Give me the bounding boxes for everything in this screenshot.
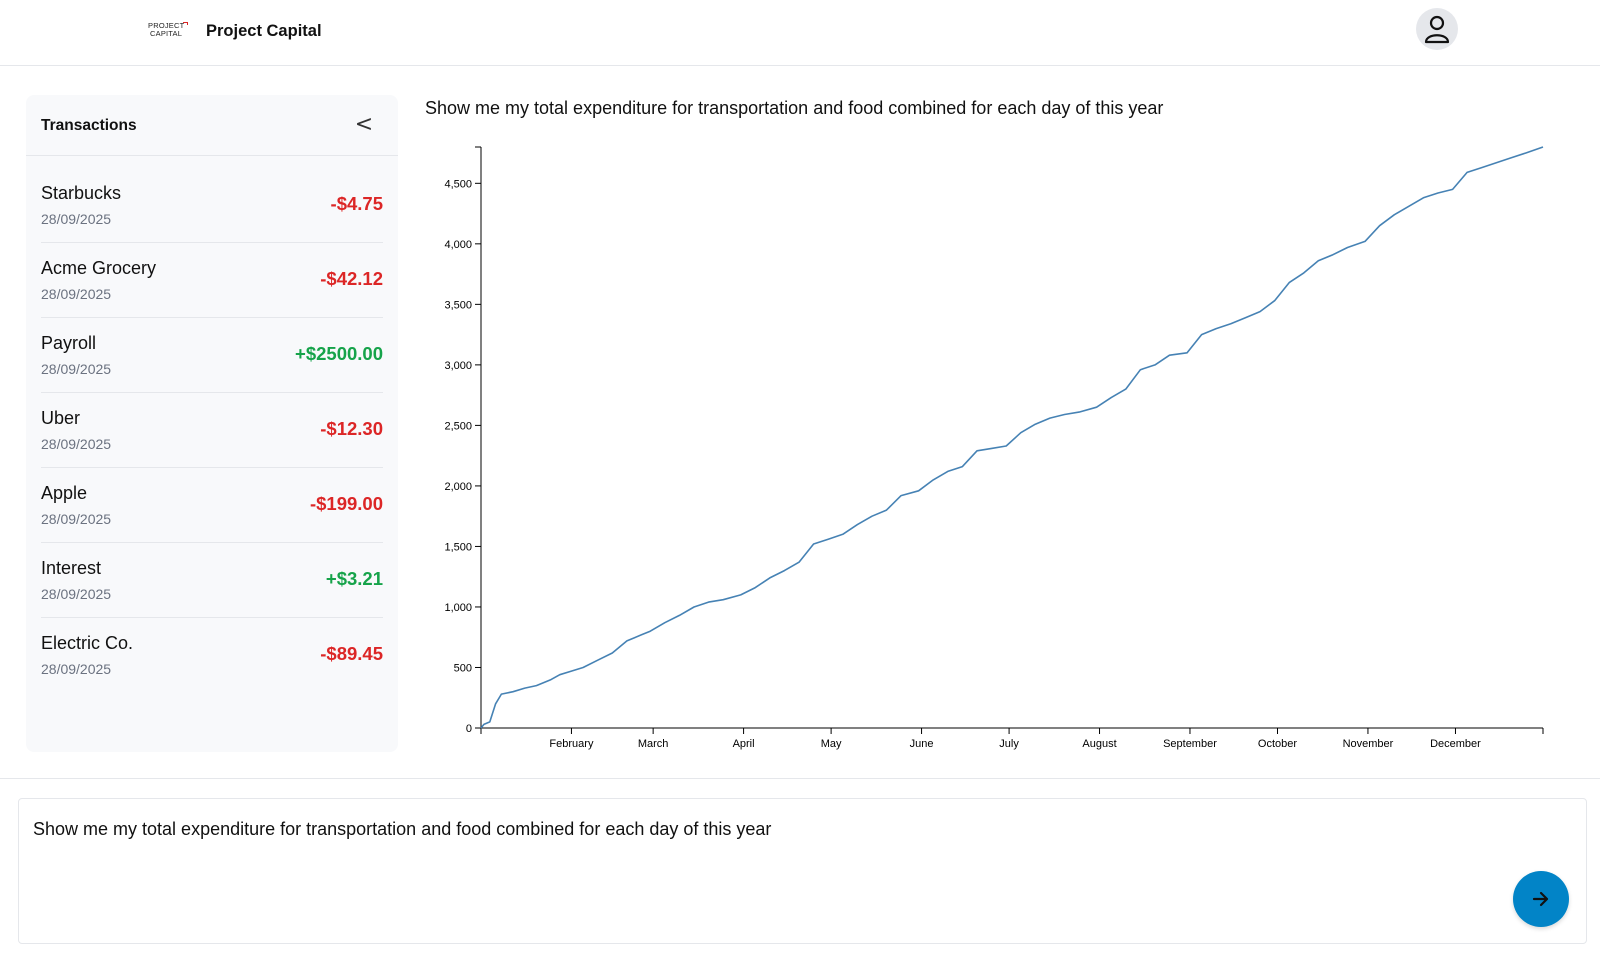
x-tick-label: September — [1163, 738, 1217, 750]
transaction-amount: +$2500.00 — [295, 343, 383, 364]
app-header: PROJECT CAPITAL Project Capital — [0, 0, 1600, 66]
y-tick-label: 4,000 — [444, 239, 472, 251]
x-tick-label: April — [733, 738, 755, 750]
transaction-name: Electric Co. — [41, 633, 134, 653]
x-tick-label: October — [1258, 738, 1297, 750]
transaction-name: Acme Grocery — [41, 258, 157, 278]
transaction-date: 28/09/2025 — [41, 286, 112, 302]
transaction-item[interactable]: Apple 28/09/2025 -$199.00 — [41, 468, 383, 543]
transaction-item[interactable]: Payroll 28/09/2025 +$2500.00 — [41, 318, 383, 393]
transaction-item[interactable]: Acme Grocery 28/09/2025 -$42.12 — [41, 243, 383, 318]
transaction-amount: -$199.00 — [309, 493, 383, 514]
transactions-title: Transactions — [41, 117, 137, 134]
transaction-date: 28/09/2025 — [41, 511, 112, 527]
chart-title: Show me my total expenditure for transpo… — [425, 98, 1164, 118]
x-tick-label: July — [999, 738, 1019, 750]
logo-text-line1: PROJECT — [148, 21, 185, 30]
transaction-date: 28/09/2025 — [41, 361, 112, 377]
transactions-list: Starbucks 28/09/2025 -$4.75 Acme Grocery 28/… — [41, 168, 383, 693]
y-tick-label: 2,000 — [444, 481, 472, 493]
y-tick-label: 3,500 — [444, 299, 472, 311]
transaction-amount: -$4.75 — [330, 193, 383, 214]
y-tick-label: 1,500 — [444, 541, 472, 553]
x-tick-label: August — [1082, 738, 1116, 750]
y-tick-label: 0 — [466, 723, 472, 735]
x-tick-label: May — [821, 738, 842, 750]
collapse-panel-button[interactable]: < — [354, 112, 374, 137]
y-tick-label: 2,500 — [444, 420, 472, 432]
transaction-date: 28/09/2025 — [41, 436, 112, 452]
transaction-name: Payroll — [41, 333, 97, 353]
transaction-item[interactable]: Interest 28/09/2025 +$3.21 — [41, 543, 383, 618]
x-tick-label: February — [549, 738, 594, 750]
send-button[interactable] — [1513, 871, 1569, 927]
app-logo: PROJECT CAPITAL — [148, 22, 190, 42]
transaction-name: Starbucks — [41, 183, 122, 203]
y-tick-label: 4,500 — [444, 178, 472, 190]
transaction-date: 28/09/2025 — [41, 586, 112, 602]
y-tick-label: 500 — [454, 662, 472, 674]
transaction-name: Apple — [41, 483, 88, 503]
x-tick-label: November — [1343, 738, 1394, 750]
user-avatar-button[interactable] — [1416, 8, 1458, 50]
transactions-header: Transactions < — [26, 95, 398, 156]
transaction-item[interactable]: Uber 28/09/2025 -$12.30 — [41, 393, 383, 468]
arrow-right-icon — [1532, 891, 1549, 907]
divider — [0, 778, 1600, 779]
transaction-amount: -$89.45 — [320, 643, 383, 664]
transaction-name: Interest — [41, 558, 102, 578]
transaction-date: 28/09/2025 — [41, 211, 112, 227]
transaction-item[interactable]: Electric Co. 28/09/2025 -$89.45 — [41, 618, 383, 693]
transactions-panel: Transactions < Starbucks 28/09/2025 -$4.75… — [26, 95, 398, 752]
transaction-amount: -$42.12 — [320, 268, 383, 289]
user-icon — [1424, 15, 1450, 44]
transaction-amount: -$12.30 — [320, 418, 383, 439]
logo-mark-icon — [183, 22, 188, 25]
logo-text-line2: CAPITAL — [150, 29, 183, 38]
x-tick-label: March — [638, 738, 669, 750]
prompt-box — [18, 798, 1587, 944]
transaction-item[interactable]: Starbucks 28/09/2025 -$4.75 — [41, 168, 383, 243]
y-tick-label: 3,000 — [444, 360, 472, 372]
x-tick-label: June — [910, 738, 934, 750]
x-tick-label: December — [1430, 738, 1481, 750]
transaction-date: 28/09/2025 — [41, 661, 112, 677]
transaction-amount: +$3.21 — [325, 568, 383, 589]
app-title: Project Capital — [206, 22, 322, 40]
transaction-name: Uber — [41, 408, 81, 428]
y-tick-label: 1,000 — [444, 602, 472, 614]
series-line — [480, 146, 1544, 729]
expenditure-line-chart: 0 500 1,000 1,500 2,000 2,500 3,000 3,500 4,000 4… — [444, 146, 1544, 750]
prompt-input[interactable] — [33, 819, 1433, 882]
